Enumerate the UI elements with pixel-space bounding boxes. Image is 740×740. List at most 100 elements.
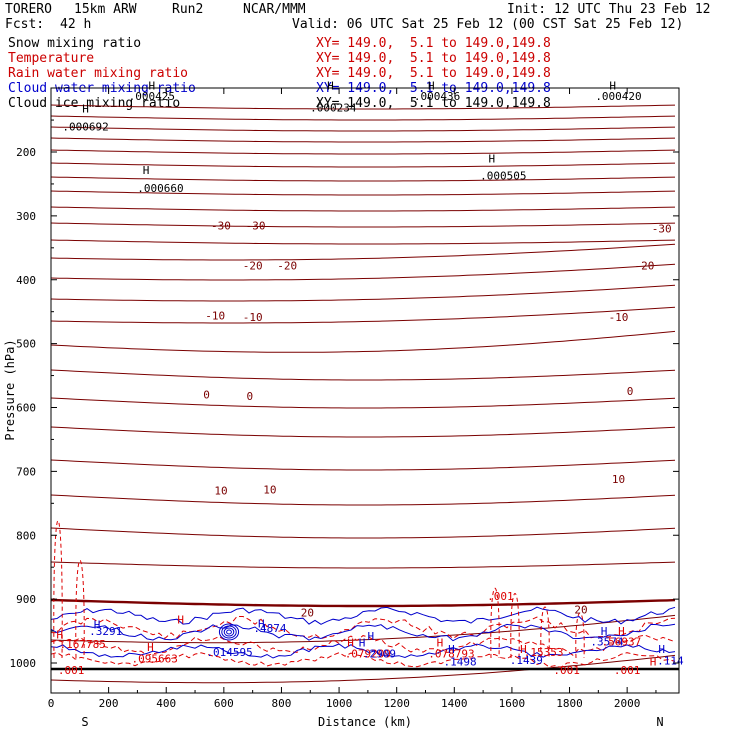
isotherm-label: -20 — [277, 260, 297, 273]
maximum-value-label: .001 — [553, 664, 580, 677]
rain-contour — [50, 616, 676, 640]
maximum-value-label: .15353 — [524, 646, 564, 659]
maximum-value-label: .000234 — [310, 101, 357, 114]
rain-shaft-contour — [540, 606, 550, 659]
legend-xy-snow: XY= 149.0, 5.1 to 149.0,149.8 — [316, 36, 551, 51]
x-tick-label: 600 — [214, 697, 234, 710]
y-axis-title: Pressure (hPa) — [3, 339, 17, 440]
isotherm-line — [50, 284, 676, 302]
maximum-value-label: .000505 — [480, 170, 526, 183]
cloud-water-contour — [50, 643, 676, 659]
isotherm-label: -20 — [243, 260, 263, 273]
maximum-h-marker: H — [147, 641, 154, 654]
maximum-h-marker: H — [428, 80, 435, 93]
cloud-water-maximum-ring — [226, 629, 232, 635]
maximum-value-label: .000420 — [595, 90, 641, 103]
y-tick-label: 700 — [16, 465, 36, 478]
rain-shaft-contour — [75, 560, 85, 659]
maximum-value-label: .3574 — [590, 635, 623, 648]
maximum-h-marker: H — [149, 80, 156, 93]
isotherm-line — [50, 306, 676, 324]
isotherm-label: -30 — [652, 223, 672, 236]
isotherm-line — [50, 206, 676, 212]
isotherm-line — [50, 222, 676, 228]
cloud-water-contour — [50, 606, 676, 625]
maximum-h-marker: H — [601, 625, 608, 638]
label-layer: -30 -30 -30 -20 -20 -20 -10 -10 -10 0 0 0 10 10 10 20 20… — [56, 80, 684, 677]
isotherm-line — [50, 104, 676, 110]
axes-layer: 0 200 400 600 800 1000 1200 1400 1600 1800 2000200… — [3, 87, 680, 729]
maximum-h-marker: H — [367, 630, 374, 643]
isotherm-line — [50, 459, 676, 471]
maximum-value-label: .000692 — [62, 120, 108, 133]
maximum-value-label: .1498 — [444, 656, 477, 669]
isotherm-line — [50, 243, 676, 261]
isotherm-label: -20 — [634, 260, 654, 273]
isotherm-line — [50, 239, 676, 245]
legend-xy-temperature: XY= 149.0, 5.1 to 149.0,149.8 — [316, 51, 551, 66]
x-tick-label: 1200 — [383, 697, 410, 710]
model-name: TORERO — [5, 2, 52, 17]
cloud-water-contour — [50, 623, 676, 642]
maximum-h-marker: H — [448, 643, 455, 656]
model-resolution: 15km ARW — [74, 2, 137, 17]
isotherm-line — [50, 561, 676, 569]
rain-shaft-contour — [510, 593, 520, 659]
cloud-water-maximum-ring — [218, 623, 240, 641]
isotherm-line — [50, 494, 676, 506]
maximum-value-label: .000436 — [414, 90, 460, 103]
maximum-h-marker: H — [258, 617, 265, 630]
maximum-value-label: .2909 — [363, 647, 396, 660]
maximum-h-marker: H — [609, 80, 616, 93]
isotherm-line — [50, 115, 676, 121]
rain-shaft-contour — [53, 520, 63, 659]
maximum-value-label: .4874 — [253, 622, 286, 635]
y-tick-label: 1000 — [10, 657, 37, 670]
maximum-value-label: .114 — [657, 654, 684, 667]
isotherm-line — [50, 263, 676, 281]
maximum-value-label: .000425 — [129, 90, 175, 103]
isotherm-line — [50, 614, 676, 644]
cloud-water-maximum-ring — [223, 627, 235, 637]
maximum-value-label: .095663 — [132, 653, 178, 666]
legend-xy-rain: XY= 149.0, 5.1 to 149.0,149.8 — [316, 66, 551, 81]
maximum-value-label: .001 — [487, 590, 514, 603]
maximum-h-marker: H — [618, 625, 625, 638]
x-tick-label: 1600 — [499, 697, 526, 710]
maximum-h-marker: H — [437, 637, 444, 650]
isotherm-line — [50, 598, 676, 608]
isotherm-label: 0 — [203, 389, 210, 402]
isotherm-label: 10 — [263, 483, 276, 496]
forecast-label: Fcst: — [5, 17, 45, 32]
maximum-value-label: .3291 — [89, 625, 122, 638]
maximum-h-marker: H — [56, 628, 63, 641]
isotherm-line — [50, 654, 676, 684]
south-end-label: S — [81, 715, 88, 729]
cloud-water-maximum-ring — [221, 625, 237, 639]
isotherm-label: 0 — [246, 390, 253, 403]
isotherm-line — [50, 190, 676, 196]
maximum-value-label: .001 — [58, 664, 85, 677]
maximum-value-label: .56937 — [602, 635, 642, 648]
isotherm-line — [50, 126, 676, 132]
maximum-h-marker: H — [488, 152, 495, 165]
y-tick-label: 200 — [16, 146, 36, 159]
maximum-h-marker: H — [82, 103, 89, 116]
x-tick-label: 200 — [99, 697, 119, 710]
x-tick-label: 1000 — [326, 697, 353, 710]
maximum-value-label: .1439 — [510, 654, 543, 667]
maximum-value-label: .014595 — [206, 646, 252, 659]
x-tick-label: 0 — [48, 697, 55, 710]
isotherm-label: -30 — [211, 219, 231, 232]
run-label: Run2 — [172, 2, 204, 17]
isotherm-label: 0 — [627, 385, 634, 398]
x-axis-title: Distance (km) — [318, 715, 412, 729]
valid-time: Valid: 06 UTC Sat 25 Feb 12 (00 CST Sat … — [292, 17, 684, 32]
organization: NCAR/MMM — [243, 2, 306, 17]
maximum-value-label: .079209 — [345, 647, 391, 660]
y-tick-label: 300 — [16, 210, 36, 223]
plot-frame — [50, 87, 680, 694]
maximum-h-marker: H — [359, 637, 366, 650]
init-time: Init: 12 UTC Thu 23 Feb 12 — [507, 2, 711, 17]
isotherm-label: -10 — [205, 310, 225, 323]
